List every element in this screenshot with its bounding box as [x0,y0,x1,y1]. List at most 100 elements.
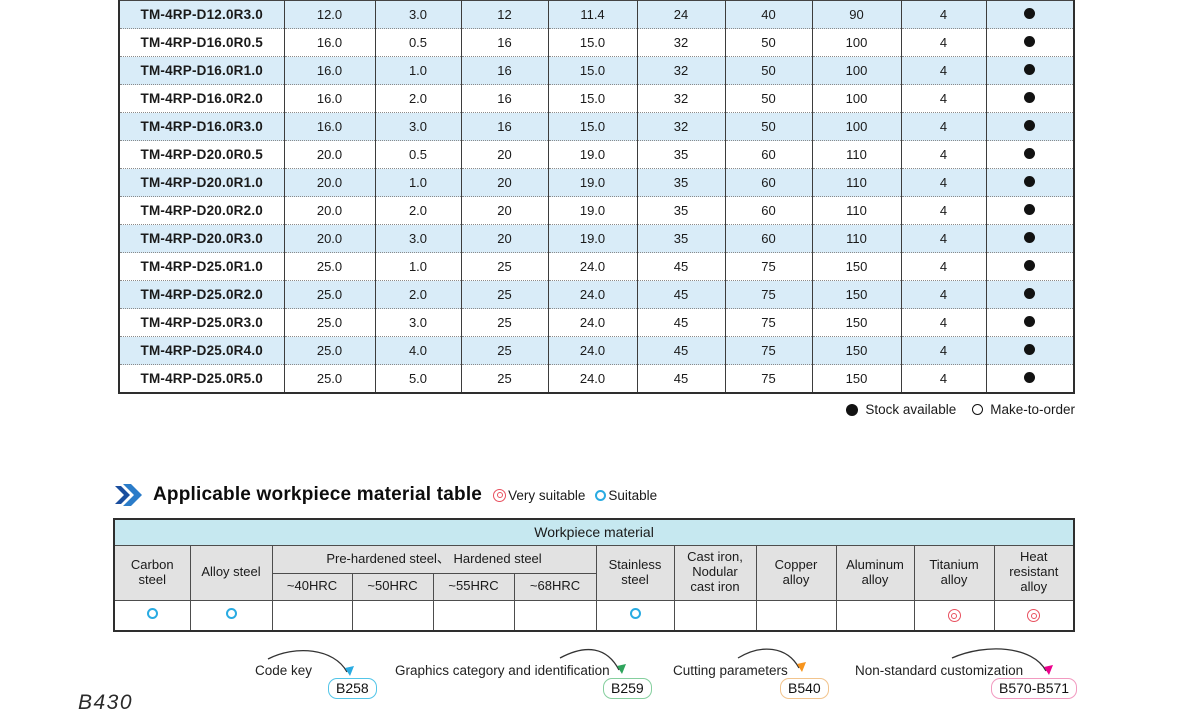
spec-value: 24.0 [547,364,637,393]
material-mark-cell [913,599,995,632]
spec-value: 11.4 [547,0,637,29]
stock-available-dot [1024,36,1036,47]
spec-value: 4 [900,84,986,113]
spec-value: 20.0 [283,168,375,197]
model-code: TM-4RP-D16.0R1.0 [118,56,284,85]
spec-value: 16 [460,28,548,57]
table-row: TM-4RP-D16.0R2.0 16.0 2.0 16 15.0 32 50 100 4 [118,84,1074,113]
stock-available-dot [1024,8,1036,19]
model-code: TM-4RP-D20.0R3.0 [118,224,284,253]
very-suitable-mark [1027,609,1041,623]
stock-cell [985,336,1074,365]
stock-legend: Stock available Make-to-order [838,401,1075,418]
stock-cell [985,364,1074,393]
spec-value: 24.0 [547,252,637,281]
spec-value: 75 [724,308,812,337]
material-table: Workpiece material Carbon steel Alloy st… [113,518,1076,632]
suitable-icon [595,489,607,501]
ref-badge-b258[interactable]: B258 [328,678,377,699]
spec-value: 25 [460,280,548,309]
spec-value: 25 [460,252,548,281]
spec-value: 12 [460,0,548,29]
section-title: Applicable workpiece material table [153,484,483,505]
spec-value: 19.0 [547,168,637,197]
col-50hrc: ~50HRC [351,572,434,601]
spec-table: TM-4RP-D12.0R3.0 12.0 3.0 12 11.4 24 40 90 4 TM-4… [118,0,1075,394]
spec-value: 4 [900,168,986,197]
spec-value: 90 [811,0,901,29]
spec-value: 35 [636,196,725,225]
material-mark-cell [189,599,273,632]
stock-available-dot [1024,92,1036,103]
spec-value: 4 [900,140,986,169]
stock-cell [985,28,1074,57]
spec-value: 25 [460,364,548,393]
model-code: TM-4RP-D25.0R2.0 [118,280,284,309]
spec-value: 4 [900,336,986,365]
spec-value: 45 [636,364,725,393]
spec-value: 4 [900,196,986,225]
spec-value: 25.0 [283,308,375,337]
very-suitable-legend-item: Very suitable [493,488,585,503]
spec-value: 75 [724,252,812,281]
spec-value: 35 [636,168,725,197]
spec-value: 32 [636,28,725,57]
spec-value: 110 [811,140,901,169]
material-mark-cell [595,599,675,632]
model-code: TM-4RP-D20.0R1.0 [118,168,284,197]
col-copper-alloy: Copper alloy [755,544,837,601]
double-chevron-icon [114,484,144,506]
stock-cell [985,196,1074,225]
spec-value: 40 [724,0,812,29]
spec-value: 32 [636,56,725,85]
spec-value: 24.0 [547,336,637,365]
spec-value: 50 [724,112,812,141]
material-mark-cell [432,599,515,632]
model-code: TM-4RP-D25.0R3.0 [118,308,284,337]
spec-value: 32 [636,112,725,141]
very-suitable-icon [493,488,507,502]
spec-value: 150 [811,252,901,281]
make-to-order-icon [972,404,984,415]
make-to-order-legend-item: Make-to-order [972,402,1075,417]
spec-value: 2.0 [374,196,461,225]
spec-value: 150 [811,308,901,337]
suitable-legend-item: Suitable [595,488,657,503]
spec-value: 1.0 [374,56,461,85]
stock-available-dot [1024,148,1036,159]
spec-value: 4 [900,28,986,57]
spec-value: 5.0 [374,364,461,393]
suitable-label: Suitable [608,487,658,503]
stock-available-icon [846,403,859,416]
spec-value: 150 [811,364,901,393]
col-heat-resistant-alloy: Heat resistant alloy [993,544,1075,601]
spec-value: 100 [811,112,901,141]
col-group-prehardened: Pre-hardened steel、 Hardened steel [271,544,597,574]
spec-value: 25 [460,336,548,365]
spec-value: 50 [724,56,812,85]
ref-badge-b259[interactable]: B259 [603,678,652,699]
spec-value: 4 [900,112,986,141]
spec-value: 4 [900,280,986,309]
spec-value: 0.5 [374,140,461,169]
stock-available-dot [1024,316,1036,327]
ref-badge-b570-b571[interactable]: B570-B571 [991,678,1078,699]
spec-value: 16 [460,112,548,141]
spec-value: 16.0 [283,84,375,113]
ref-badge-b540[interactable]: B540 [780,678,829,699]
material-mark-cell [755,599,837,632]
suitable-mark [225,607,237,619]
table-row: TM-4RP-D20.0R2.0 20.0 2.0 20 19.0 35 60 110 4 [118,196,1074,225]
spec-value: 110 [811,196,901,225]
spec-value: 25.0 [283,252,375,281]
stock-available-dot [1024,120,1036,131]
stock-available-dot [1024,288,1036,299]
spec-value: 4 [900,0,986,29]
spec-value: 60 [724,140,812,169]
stock-cell [985,112,1074,141]
spec-value: 4.0 [374,336,461,365]
spec-value: 100 [811,84,901,113]
col-40hrc: ~40HRC [271,572,353,601]
table-row: TM-4RP-D20.0R0.5 20.0 0.5 20 19.0 35 60 110 4 [118,140,1074,169]
suitable-mark [146,607,158,619]
